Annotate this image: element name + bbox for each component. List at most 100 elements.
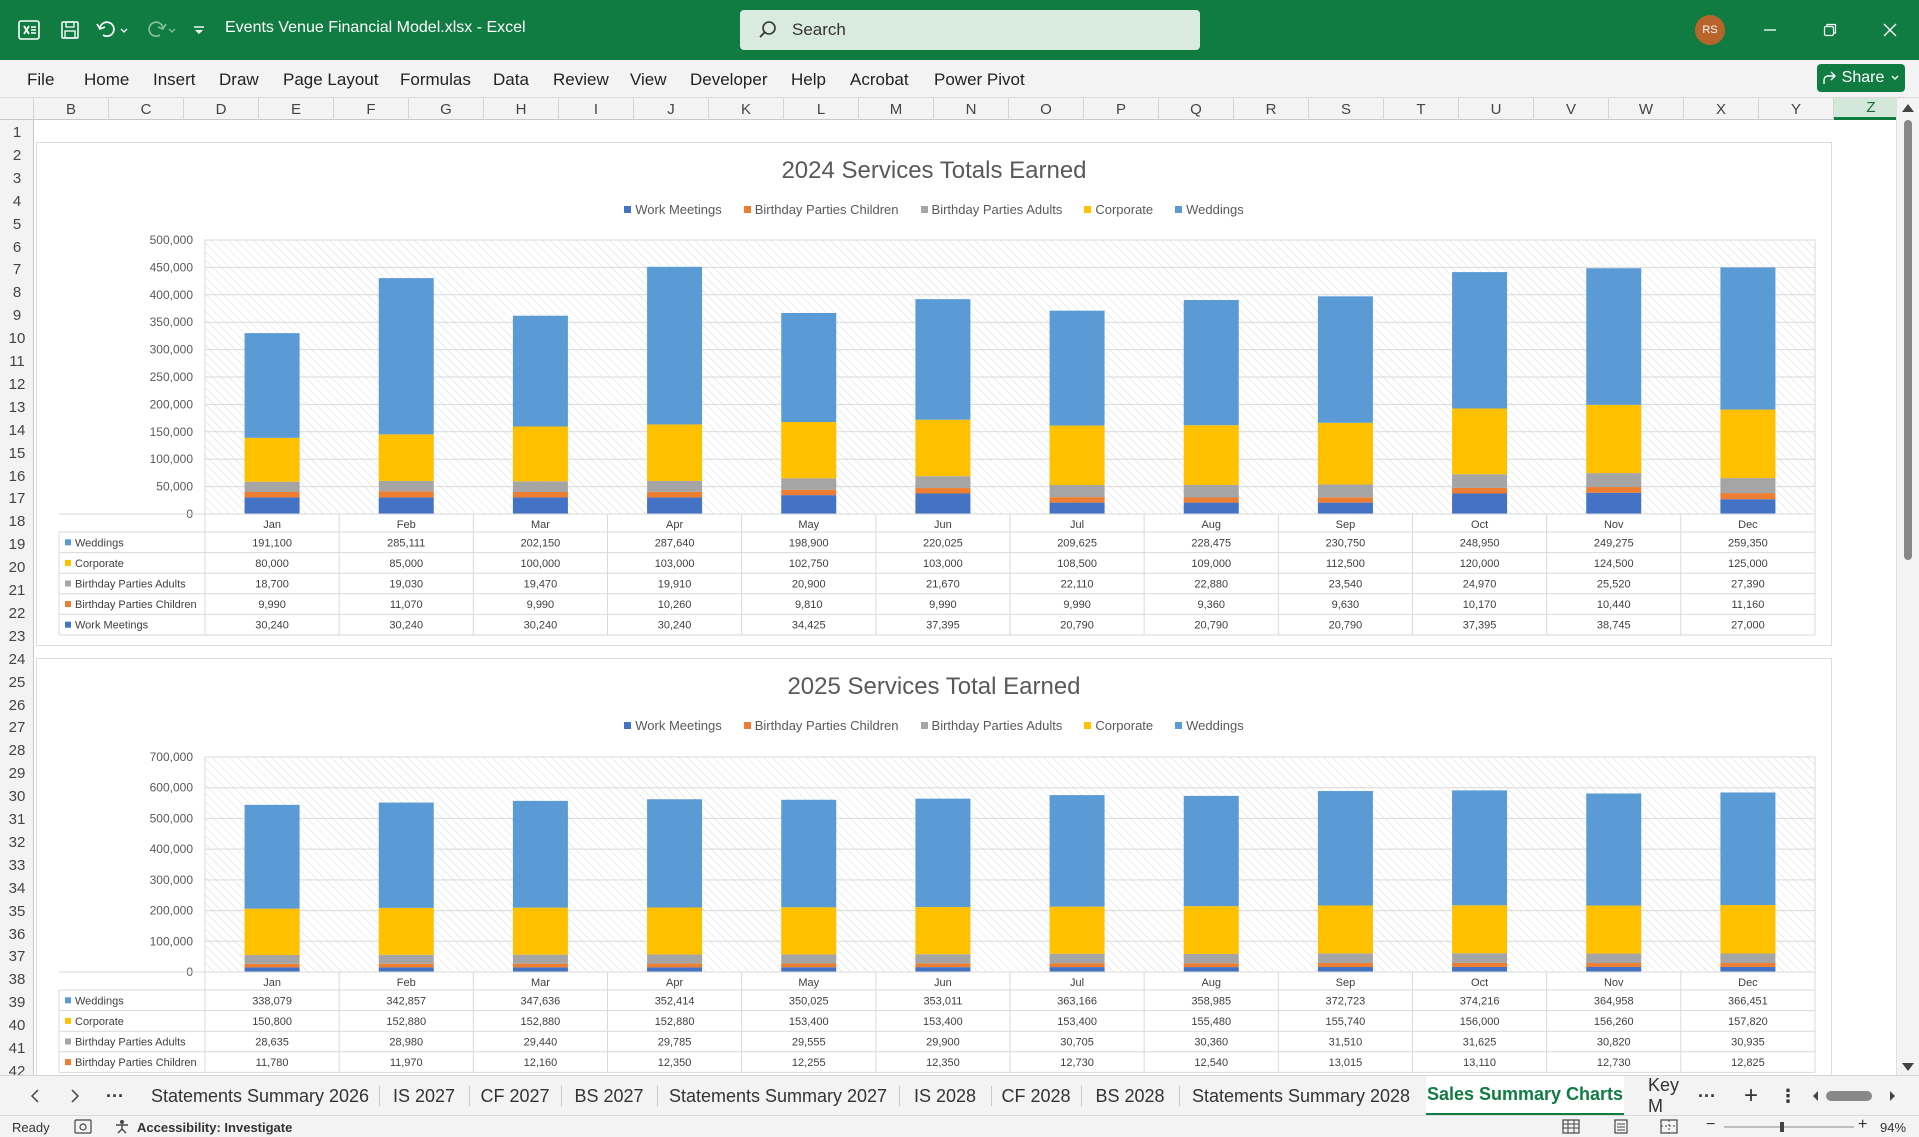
- row-header-39[interactable]: 39: [8, 994, 26, 1012]
- row-header-31[interactable]: 31: [8, 811, 26, 828]
- row-header-29[interactable]: 29: [8, 765, 26, 783]
- page-break-view-icon[interactable]: [1660, 1119, 1678, 1137]
- add-sheet-icon[interactable]: +: [1743, 1082, 1758, 1109]
- menu-home[interactable]: Home: [84, 70, 130, 89]
- row-header-24[interactable]: 24: [8, 650, 26, 668]
- tab-statements-summary-2028[interactable]: Statements Summary 2028: [1191, 1085, 1411, 1106]
- row-header-25[interactable]: 25: [8, 673, 26, 691]
- row-header-13[interactable]: 13: [8, 398, 26, 416]
- scroll-thumb[interactable]: [1904, 120, 1912, 560]
- row-header-15[interactable]: 15: [8, 444, 26, 462]
- row-header-12[interactable]: 12: [8, 375, 26, 393]
- menu-file[interactable]: File: [27, 70, 55, 89]
- normal-view-icon[interactable]: [1562, 1119, 1580, 1137]
- menu-draw[interactable]: Draw: [219, 70, 259, 89]
- select-all-corner[interactable]: [0, 98, 34, 120]
- zoom-out-icon[interactable]: −: [1706, 1116, 1716, 1133]
- column-header-F[interactable]: F: [334, 98, 409, 120]
- column-header-T[interactable]: T: [1384, 98, 1459, 120]
- close-button[interactable]: [1874, 14, 1906, 46]
- column-header-R[interactable]: R: [1234, 98, 1309, 120]
- tab-scroll-right-icon[interactable]: [62, 1076, 88, 1116]
- row-header-27[interactable]: 27: [8, 719, 26, 737]
- tab-scroll-left-icon[interactable]: [22, 1076, 48, 1116]
- row-header-14[interactable]: 14: [8, 421, 26, 439]
- row-header-36[interactable]: 36: [8, 925, 26, 943]
- page-layout-view-icon[interactable]: [1612, 1119, 1630, 1137]
- row-header-5[interactable]: 5: [12, 215, 22, 233]
- vertical-scrollbar[interactable]: [1896, 98, 1919, 1075]
- column-header-W[interactable]: W: [1609, 98, 1684, 120]
- column-header-D[interactable]: D: [184, 98, 259, 120]
- row-header-32[interactable]: 32: [8, 833, 26, 851]
- row-header-2[interactable]: 2: [12, 146, 22, 164]
- row-header-11[interactable]: 11: [9, 353, 25, 370]
- menu-data[interactable]: Data: [493, 70, 529, 89]
- row-header-23[interactable]: 23: [8, 627, 26, 645]
- row-header-6[interactable]: 6: [12, 238, 22, 256]
- column-header-N[interactable]: N: [934, 98, 1009, 120]
- row-header-21[interactable]: 21: [8, 582, 26, 599]
- menu-help[interactable]: Help: [791, 70, 826, 89]
- row-header-28[interactable]: 28: [8, 742, 26, 760]
- row-header-42[interactable]: 42: [8, 1062, 26, 1075]
- column-header-O[interactable]: O: [1009, 98, 1084, 120]
- row-header-34[interactable]: 34: [8, 879, 26, 897]
- tab-statements-summary-2027[interactable]: Statements Summary 2027: [668, 1085, 888, 1106]
- menu-formulas[interactable]: Formulas: [400, 70, 471, 89]
- row-header-19[interactable]: 19: [8, 536, 26, 554]
- menu-acrobat[interactable]: Acrobat: [850, 70, 909, 89]
- row-header-35[interactable]: 35: [8, 902, 26, 920]
- row-header-16[interactable]: 16: [8, 467, 26, 485]
- column-header-C[interactable]: C: [109, 98, 184, 120]
- search-input[interactable]: Search: [740, 10, 1200, 50]
- tab-key-metrics[interactable]: Key M: [1648, 1076, 1680, 1116]
- tab-is-2027[interactable]: IS 2027: [392, 1085, 456, 1106]
- row-header-10[interactable]: 10: [8, 330, 26, 348]
- row-header-30[interactable]: 30: [8, 788, 26, 806]
- column-header-Q[interactable]: Q: [1159, 98, 1234, 120]
- row-header-1[interactable]: 1: [12, 124, 22, 141]
- menu-power-pivot[interactable]: Power Pivot: [934, 70, 1025, 89]
- accessibility-icon[interactable]: [114, 1119, 130, 1137]
- row-header-33[interactable]: 33: [8, 856, 26, 874]
- row-header-9[interactable]: 9: [12, 307, 22, 325]
- sheet-options-icon[interactable]: ⋮: [1779, 1085, 1797, 1106]
- column-header-E[interactable]: E: [259, 98, 334, 120]
- menu-page-layout[interactable]: Page Layout: [283, 70, 379, 89]
- accessibility-status[interactable]: Accessibility: Investigate: [137, 1120, 293, 1135]
- chart-2024-services[interactable]: 2024 Services Totals Earned Work Meeting…: [36, 142, 1832, 646]
- menu-view[interactable]: View: [630, 70, 667, 89]
- row-header-40[interactable]: 40: [8, 1017, 26, 1035]
- column-header-H[interactable]: H: [484, 98, 559, 120]
- menu-developer[interactable]: Developer: [690, 70, 768, 89]
- tab-cf-2027[interactable]: CF 2027: [480, 1085, 550, 1106]
- column-header-X[interactable]: X: [1684, 98, 1759, 120]
- column-header-U[interactable]: U: [1459, 98, 1534, 120]
- avatar[interactable]: RS: [1695, 15, 1725, 45]
- row-header-18[interactable]: 18: [8, 513, 26, 531]
- zoom-in-icon[interactable]: +: [1858, 1116, 1868, 1133]
- menu-review[interactable]: Review: [553, 70, 609, 89]
- tab-statements-summary-2026[interactable]: Statements Summary 2026: [150, 1085, 370, 1106]
- column-header-Y[interactable]: Y: [1759, 98, 1834, 120]
- row-header-8[interactable]: 8: [12, 284, 22, 302]
- row-header-41[interactable]: 41: [8, 1040, 26, 1057]
- scroll-down-icon[interactable]: [1902, 1063, 1914, 1071]
- tab-cf-2028[interactable]: CF 2028: [1001, 1085, 1071, 1106]
- more-tabs-right-icon[interactable]: ···: [1698, 1085, 1716, 1106]
- minimize-button[interactable]: [1754, 14, 1786, 46]
- more-tabs-icon[interactable]: ···: [106, 1085, 124, 1106]
- column-header-B[interactable]: B: [34, 98, 109, 120]
- chart-2025-services[interactable]: 2025 Services Total Earned Work Meetings…: [36, 658, 1832, 1078]
- redo-icon[interactable]: [140, 14, 180, 46]
- column-header-P[interactable]: P: [1084, 98, 1159, 120]
- row-header-17[interactable]: 17: [8, 490, 26, 508]
- undo-icon[interactable]: [92, 14, 132, 46]
- scroll-up-icon[interactable]: [1902, 104, 1914, 112]
- column-header-J[interactable]: J: [634, 98, 709, 120]
- tab-bs-2027[interactable]: BS 2027: [574, 1085, 644, 1106]
- share-button[interactable]: Share: [1817, 64, 1905, 92]
- tab-bs-2028[interactable]: BS 2028: [1095, 1085, 1165, 1106]
- save-icon[interactable]: [56, 14, 84, 46]
